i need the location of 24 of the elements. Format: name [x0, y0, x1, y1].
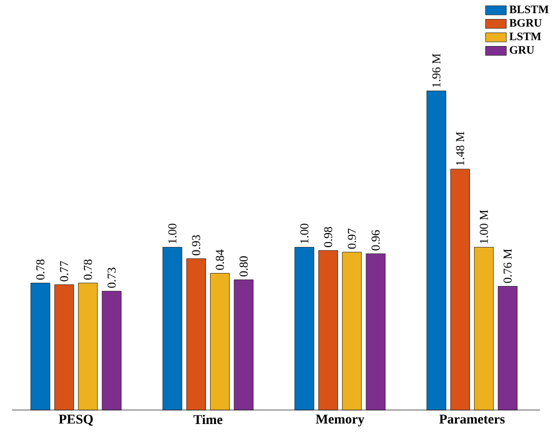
data-label: 0.93: [192, 235, 200, 256]
data-label: 0.96: [372, 230, 380, 250]
data-label: 0.84: [216, 250, 224, 270]
data-label: 0.97: [348, 228, 356, 249]
data-label: 0.76 M: [504, 249, 512, 283]
x-tick-label: PESQ: [58, 414, 93, 426]
x-tick-label: Memory: [316, 414, 364, 426]
data-label: 0.78: [36, 260, 44, 280]
legend-label: GRU: [510, 46, 534, 54]
data-label: 0.77: [60, 261, 68, 282]
legend-label: BGRU: [509, 19, 542, 27]
data-label: 0.78: [84, 260, 92, 280]
data-label: 0.73: [108, 268, 116, 288]
data-label: 1.48 M: [456, 132, 464, 166]
data-label: 1.00 M: [480, 210, 488, 244]
data-label: 0.98: [324, 226, 332, 248]
data-label: 1.00: [168, 224, 176, 244]
x-tick-label: Time: [194, 414, 222, 424]
legend-label: LSTM: [509, 32, 542, 40]
legend-label: BLSTM: [509, 6, 549, 14]
data-label: 1.96 M: [432, 54, 440, 87]
x-tick-label: Parameters: [439, 414, 505, 424]
data-label: 1.00: [300, 224, 308, 244]
data-label: 0.80: [240, 256, 248, 276]
